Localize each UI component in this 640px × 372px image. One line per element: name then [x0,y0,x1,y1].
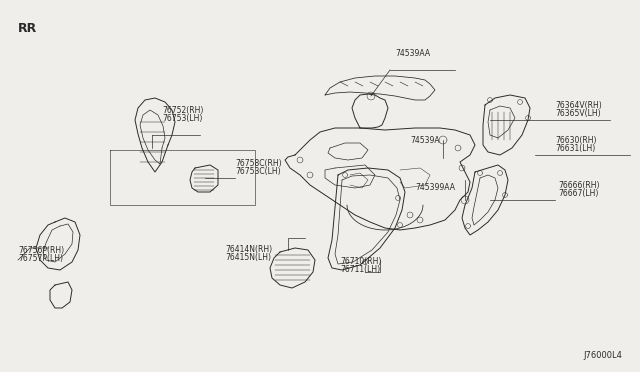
Text: 76631(LH): 76631(LH) [555,144,595,153]
Text: 76753(LH): 76753(LH) [162,114,202,123]
Text: 76711(LH): 76711(LH) [340,265,380,274]
Text: 76756P(RH): 76756P(RH) [18,246,64,255]
Text: 76757P(LH): 76757P(LH) [18,254,63,263]
Text: 76365V(LH): 76365V(LH) [555,109,600,118]
Text: 76630(RH): 76630(RH) [555,136,596,145]
Text: 76758C(RH): 76758C(RH) [235,159,282,168]
Text: 76667(LH): 76667(LH) [558,189,598,198]
Text: 74539A: 74539A [410,136,440,145]
Text: 745399AA: 745399AA [415,183,455,192]
Text: 76414N(RH): 76414N(RH) [225,245,272,254]
Text: J76000L4: J76000L4 [583,351,622,360]
Text: 76752(RH): 76752(RH) [162,106,204,115]
Text: 76753C(LH): 76753C(LH) [235,167,280,176]
Text: 74539AA: 74539AA [395,49,430,58]
Text: 76415N(LH): 76415N(LH) [225,253,271,262]
Text: 76364V(RH): 76364V(RH) [555,101,602,110]
Text: 76710(RH): 76710(RH) [340,257,381,266]
Text: 76666(RH): 76666(RH) [558,181,600,190]
Text: RR: RR [18,22,37,35]
